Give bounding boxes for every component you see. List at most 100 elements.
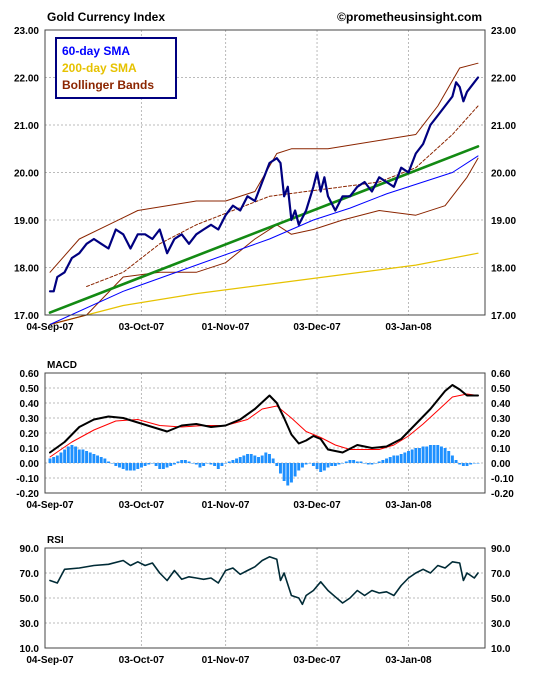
rsi-y-tick-left: 90.0 <box>20 544 40 555</box>
histogram-bar <box>169 463 173 466</box>
histogram-bar <box>388 457 392 463</box>
price-y-tick-right: 18.00 <box>491 264 516 275</box>
histogram-bar <box>246 454 250 463</box>
histogram-bar <box>158 463 162 469</box>
histogram-bar <box>220 463 224 466</box>
bollinger-mid-line <box>86 105 479 287</box>
rsi-y-tick-left: 10.0 <box>20 644 40 655</box>
histogram-bar <box>205 463 209 464</box>
macd-y-tick-right: 0.20 <box>491 429 511 440</box>
histogram-bar <box>176 461 180 463</box>
histogram-bar <box>216 463 220 469</box>
histogram-bar <box>110 463 114 464</box>
macd-label: MACD <box>47 360 77 371</box>
histogram-bar <box>399 454 403 463</box>
histogram-bar <box>436 445 440 463</box>
macd-x-tick: 03-Jan-08 <box>385 500 432 511</box>
histogram-bar <box>297 463 301 471</box>
macd-panel: -0.20 -0.20 -0.10 -0.10 0.00 0.00 0.10 0.10 0.20… <box>16 360 514 511</box>
histogram-bar <box>407 451 410 463</box>
histogram-bar <box>414 448 418 463</box>
macd-y-tick-left: 0.30 <box>20 414 40 425</box>
rsi-frame <box>44 547 486 649</box>
price-y-tick-right: 22.00 <box>491 74 516 85</box>
signal-line <box>49 393 479 458</box>
legend-item-200-day-sma: 200-day SMA <box>62 61 137 75</box>
histogram-bar <box>286 463 290 486</box>
histogram-bar <box>125 463 129 471</box>
macd-y-tick-right: -0.20 <box>491 489 514 500</box>
histogram-bar <box>326 463 330 468</box>
price-series-group <box>48 62 480 326</box>
rsi-y-tick-left: 30.0 <box>20 619 40 630</box>
histogram-bar <box>70 445 74 463</box>
histogram-bar <box>392 455 396 463</box>
sma-200-line <box>49 252 479 326</box>
histogram-bar <box>428 445 432 463</box>
rsi-x-tick: 03-Oct-07 <box>119 655 165 666</box>
histogram-bar <box>63 449 67 463</box>
bollinger-lower-line <box>49 157 479 325</box>
macd-y-ticks: -0.20 -0.20 -0.10 -0.10 0.00 0.00 0.10 0.10 0.20… <box>16 369 514 500</box>
histogram-bar <box>275 463 279 466</box>
price-y-tick-left: 18.00 <box>14 264 39 275</box>
price-x-tick: 04-Sep-07 <box>26 322 74 333</box>
macd-y-tick-right: 0.30 <box>491 414 511 425</box>
histogram-bar <box>103 458 107 463</box>
histogram-bar <box>249 454 253 463</box>
price-panel: 17.00 17.00 18.00 18.00 19.00 19.00 20.00 20.00… <box>14 10 516 333</box>
rsi-x-tick: 01-Nov-07 <box>202 655 250 666</box>
histogram-bar <box>96 455 100 463</box>
histogram-bar <box>52 457 56 463</box>
histogram-bar <box>315 463 319 469</box>
histogram-bar <box>238 457 242 463</box>
histogram-bar <box>187 461 191 463</box>
histogram-bar <box>304 463 308 465</box>
histogram-bar <box>183 460 187 463</box>
rsi-y-tick-left: 50.0 <box>20 594 40 605</box>
source-credit: ©prometheusinsight.com <box>337 10 482 24</box>
histogram-bar <box>165 463 169 468</box>
histogram-bar <box>132 463 136 471</box>
rsi-y-tick-right: 30.0 <box>491 619 511 630</box>
price-x-tick: 01-Nov-07 <box>202 322 250 333</box>
price-frame <box>44 29 486 316</box>
histogram-bar <box>139 463 143 468</box>
histogram-bar <box>121 463 125 469</box>
histogram-bar <box>450 455 454 463</box>
histogram-bar <box>385 458 389 463</box>
histogram-bar <box>352 460 356 463</box>
histogram-bar <box>150 463 154 464</box>
rsi-series-group <box>49 555 479 606</box>
macd-y-tick-left: 0.10 <box>20 444 40 455</box>
macd-x-tick: 01-Nov-07 <box>202 500 250 511</box>
histogram-bar <box>421 446 425 463</box>
histogram-bar <box>129 463 132 471</box>
legend-item-60-day-sma: 60-day SMA <box>62 44 130 58</box>
histogram-bar <box>366 463 370 465</box>
macd-y-tick-right: 0.00 <box>491 459 511 470</box>
histogram-bar <box>469 463 473 465</box>
price-x-tick: 03-Jan-08 <box>385 322 432 333</box>
rsi-grid <box>45 548 485 648</box>
rsi-x-ticks: 04-Sep-07 03-Oct-07 01-Nov-07 03-Dec-07 03-J… <box>26 655 432 666</box>
histogram-bar <box>300 463 304 468</box>
histogram-bar <box>213 463 217 466</box>
macd-series-group <box>49 384 479 458</box>
rsi-x-tick: 03-Jan-08 <box>385 655 432 666</box>
histogram-bar <box>92 454 96 463</box>
legend: 60-day SMA 200-day SMA Bollinger Bands <box>55 37 177 99</box>
legend-item-bollinger-bands: Bollinger Bands <box>62 78 154 92</box>
macd-x-ticks: 04-Sep-07 03-Oct-07 01-Nov-07 03-Dec-07 03-J… <box>26 500 432 511</box>
histogram-bar <box>253 455 257 463</box>
histogram-bar <box>235 458 239 463</box>
macd-y-tick-left: -0.10 <box>16 474 39 485</box>
histogram-bar <box>191 463 195 464</box>
rsi-y-tick-right: 10.0 <box>491 644 511 655</box>
histogram-bar <box>180 460 184 463</box>
histogram-bar <box>410 449 414 463</box>
histogram-bar <box>99 457 103 463</box>
histogram-bar <box>172 463 176 465</box>
histogram-bar <box>224 463 228 464</box>
